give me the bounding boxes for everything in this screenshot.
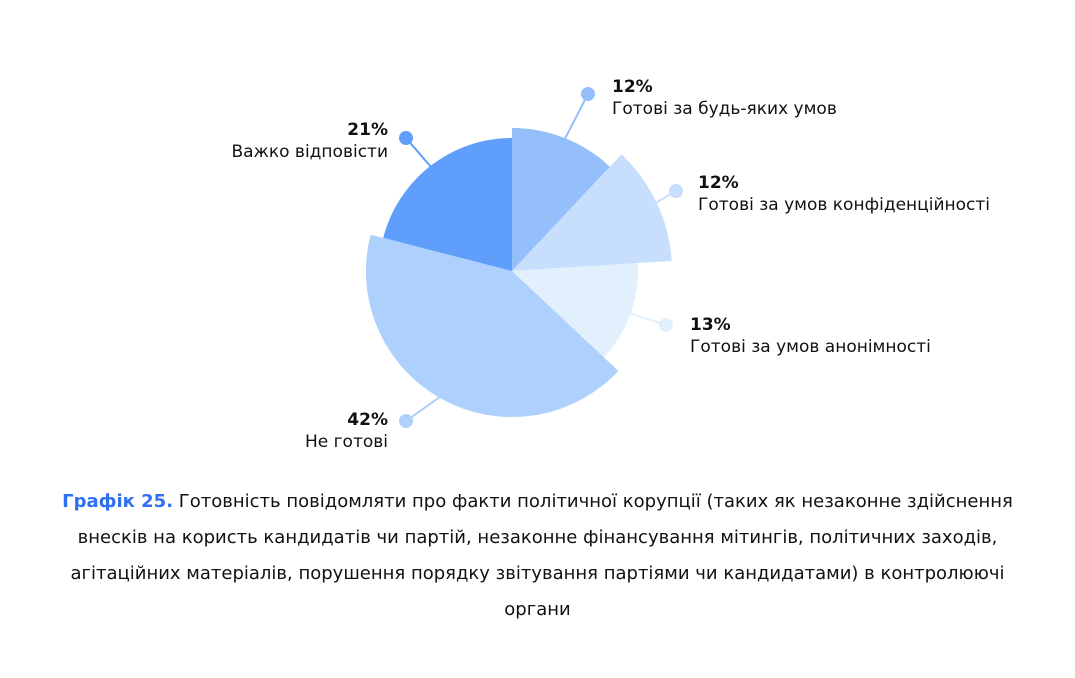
leader-line bbox=[405, 137, 435, 172]
slice-category-label: Не готові bbox=[305, 432, 388, 452]
chart-caption: Графік 25. Готовність повідомляти про фа… bbox=[60, 484, 1015, 628]
pie-slice bbox=[512, 154, 672, 271]
leader-line bbox=[624, 310, 667, 326]
leader-dot bbox=[659, 318, 673, 332]
leader-dot bbox=[399, 131, 413, 145]
pie-slices bbox=[366, 128, 672, 417]
leader-dot bbox=[581, 87, 595, 101]
pie-slice bbox=[512, 263, 638, 358]
slice-value-label: 21% bbox=[347, 120, 388, 140]
leader-dot bbox=[669, 184, 683, 198]
leader-dot bbox=[399, 414, 413, 428]
pie-slice bbox=[366, 234, 619, 417]
slice-value-label: 12% bbox=[698, 173, 739, 193]
leader-lines bbox=[399, 87, 683, 428]
slice-value-label: 42% bbox=[347, 410, 388, 430]
slice-category-label: Важко відповісти bbox=[231, 142, 388, 162]
leader-line bbox=[561, 93, 589, 145]
slice-category-label: Готові за умов анонімності bbox=[690, 337, 931, 357]
slice-category-label: Готові за умов конфіденційності bbox=[698, 195, 990, 215]
pie-slice bbox=[383, 138, 512, 271]
slice-category-label: Готові за будь-яких умов bbox=[612, 99, 837, 119]
caption-text: Готовність повідомляти про факти політич… bbox=[70, 491, 1013, 620]
slice-value-label: 13% bbox=[690, 315, 731, 335]
slice-value-label: 12% bbox=[612, 77, 653, 97]
caption-label: Графік 25. bbox=[62, 491, 174, 512]
pie-slice bbox=[512, 128, 610, 271]
leader-line bbox=[405, 392, 446, 422]
